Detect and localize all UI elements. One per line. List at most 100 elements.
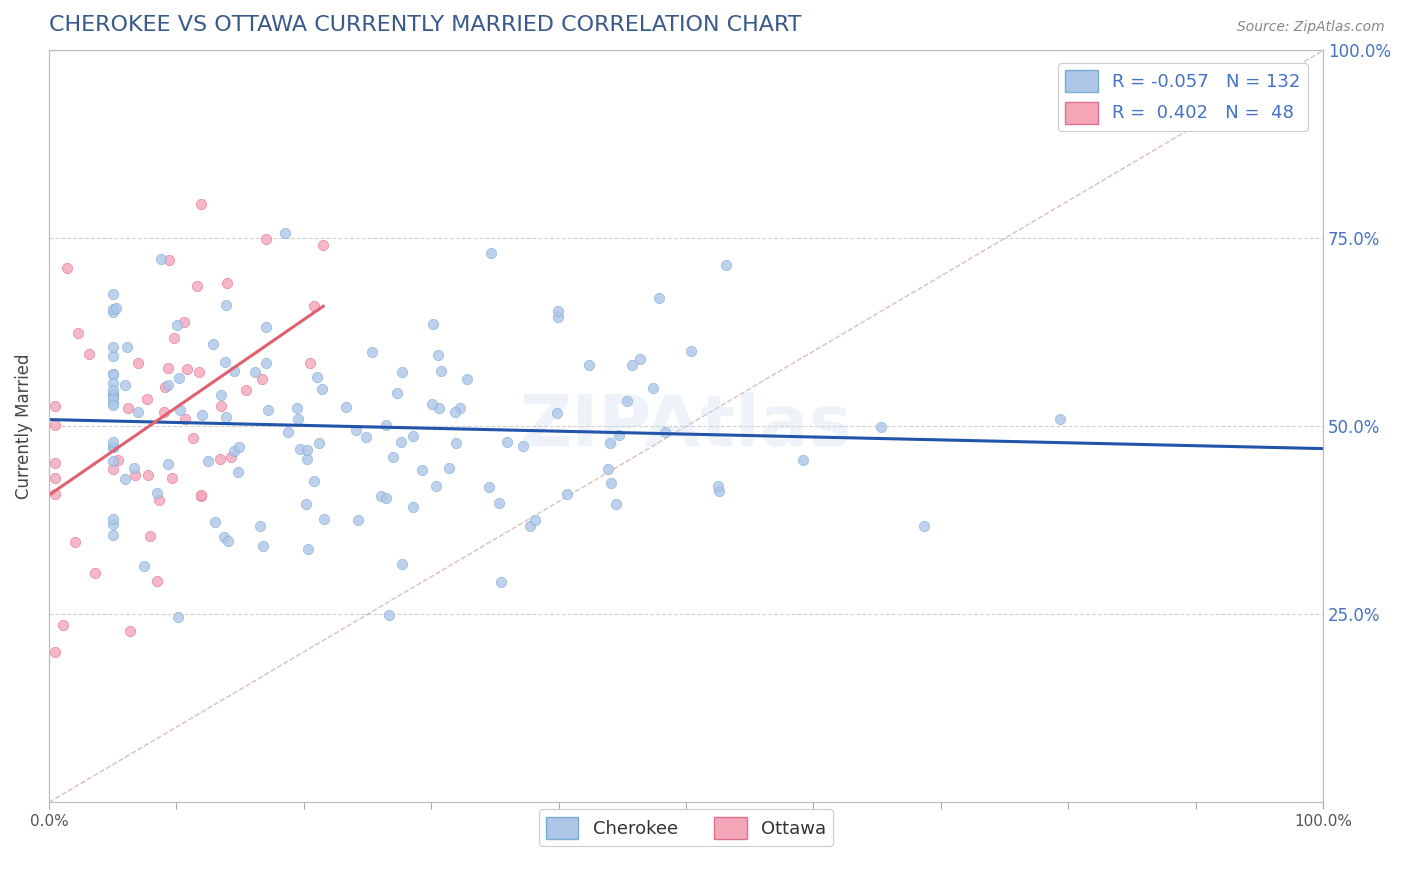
Point: [146, 485, 169, 500]
Point: [641, 380, 664, 394]
Point: [176, 361, 198, 376]
Point: [302, 299, 325, 313]
Point: [134, 559, 156, 574]
Point: [402, 500, 425, 514]
Point: [222, 364, 245, 378]
Point: [578, 358, 600, 372]
Point: [312, 511, 335, 525]
Point: [214, 355, 236, 369]
Point: [391, 557, 413, 571]
Point: [456, 371, 478, 385]
Point: [912, 519, 935, 533]
Point: [174, 412, 197, 426]
Point: [254, 232, 277, 246]
Point: [299, 356, 322, 370]
Point: [101, 286, 124, 301]
Point: [402, 428, 425, 442]
Point: [679, 344, 702, 359]
Point: [870, 420, 893, 434]
Point: [190, 196, 212, 211]
Point: [512, 439, 534, 453]
Point: [156, 378, 179, 392]
Point: [449, 401, 471, 416]
Point: [226, 465, 249, 479]
Point: [654, 425, 676, 440]
Point: [599, 436, 621, 450]
Point: [215, 409, 238, 424]
Point: [101, 305, 124, 319]
Point: [273, 226, 295, 240]
Point: [389, 434, 412, 449]
Point: [235, 383, 257, 397]
Text: CHEROKEE VS OTTAWA CURRENTLY MARRIED CORRELATION CHART: CHEROKEE VS OTTAWA CURRENTLY MARRIED COR…: [49, 15, 801, 35]
Point: [250, 372, 273, 386]
Point: [792, 453, 814, 467]
Point: [557, 486, 579, 500]
Point: [150, 252, 173, 266]
Point: [124, 468, 146, 483]
Point: [153, 405, 176, 419]
Point: [496, 434, 519, 449]
Point: [101, 528, 124, 542]
Point: [65, 534, 87, 549]
Point: [101, 367, 124, 381]
Point: [101, 395, 124, 409]
Point: [190, 408, 212, 422]
Point: [307, 369, 329, 384]
Point: [101, 376, 124, 391]
Point: [370, 489, 392, 503]
Point: [411, 462, 433, 476]
Point: [190, 489, 212, 503]
Point: [66, 326, 89, 340]
Point: [114, 378, 136, 392]
Point: [378, 607, 401, 622]
Point: [197, 454, 219, 468]
Point: [1049, 411, 1071, 425]
Point: [607, 428, 630, 442]
Point: [547, 303, 569, 318]
Point: [44, 471, 66, 485]
Point: [101, 440, 124, 454]
Point: [101, 512, 124, 526]
Point: [628, 352, 651, 367]
Point: [257, 403, 280, 417]
Point: [208, 452, 231, 467]
Point: [157, 252, 180, 267]
Point: [287, 411, 309, 425]
Point: [620, 358, 643, 372]
Point: [444, 436, 467, 450]
Point: [599, 476, 621, 491]
Point: [44, 486, 66, 500]
Point: [190, 487, 212, 501]
Point: [44, 399, 66, 413]
Point: [616, 394, 638, 409]
Point: [425, 479, 447, 493]
Point: [127, 356, 149, 370]
Point: [427, 348, 450, 362]
Point: [167, 609, 190, 624]
Point: [148, 493, 170, 508]
Point: [101, 388, 124, 402]
Point: [139, 529, 162, 543]
Point: [347, 512, 370, 526]
Point: [427, 401, 450, 416]
Point: [84, 566, 107, 580]
Point: [101, 367, 124, 381]
Point: [160, 471, 183, 485]
Point: [222, 444, 245, 458]
Point: [124, 461, 146, 475]
Point: [391, 365, 413, 379]
Point: [285, 401, 308, 415]
Point: [219, 450, 242, 464]
Point: [77, 347, 100, 361]
Point: [215, 276, 238, 290]
Point: [101, 454, 124, 468]
Point: [51, 618, 73, 632]
Point: [297, 541, 319, 556]
Point: [101, 398, 124, 412]
Point: [519, 518, 541, 533]
Point: [127, 405, 149, 419]
Point: [277, 425, 299, 439]
Point: [101, 440, 124, 454]
Point: [157, 457, 180, 471]
